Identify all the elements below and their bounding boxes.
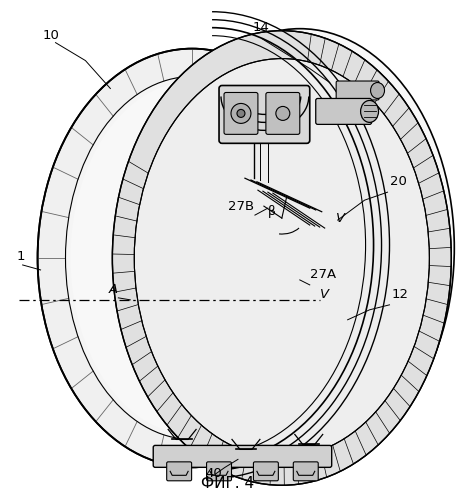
Text: 27B: 27B [228, 200, 254, 213]
Text: 14: 14 [253, 20, 270, 34]
Ellipse shape [145, 28, 454, 468]
Text: V: V [336, 212, 345, 225]
Text: 1: 1 [16, 250, 25, 263]
FancyBboxPatch shape [207, 462, 232, 481]
Text: V: V [320, 288, 329, 301]
Text: β: β [268, 205, 276, 218]
Text: ФИГ. 4: ФИГ. 4 [202, 476, 255, 492]
Ellipse shape [361, 100, 378, 122]
FancyBboxPatch shape [316, 98, 372, 124]
FancyBboxPatch shape [293, 462, 318, 481]
FancyBboxPatch shape [224, 92, 258, 134]
Ellipse shape [112, 30, 452, 485]
FancyBboxPatch shape [167, 462, 191, 481]
Ellipse shape [37, 48, 347, 468]
FancyBboxPatch shape [336, 81, 379, 100]
Text: A: A [108, 283, 117, 296]
Text: 12: 12 [392, 288, 409, 301]
FancyBboxPatch shape [254, 462, 278, 481]
Text: 10: 10 [43, 28, 59, 42]
FancyBboxPatch shape [153, 446, 332, 468]
FancyBboxPatch shape [219, 86, 310, 143]
Text: 20: 20 [389, 175, 406, 188]
Ellipse shape [70, 82, 314, 434]
Ellipse shape [371, 82, 384, 98]
Circle shape [276, 106, 290, 120]
Circle shape [237, 110, 245, 118]
Text: 27A: 27A [310, 268, 336, 281]
Circle shape [231, 104, 251, 124]
Text: 40: 40 [205, 468, 222, 480]
FancyBboxPatch shape [266, 92, 300, 134]
Ellipse shape [134, 58, 430, 458]
Ellipse shape [65, 76, 319, 440]
